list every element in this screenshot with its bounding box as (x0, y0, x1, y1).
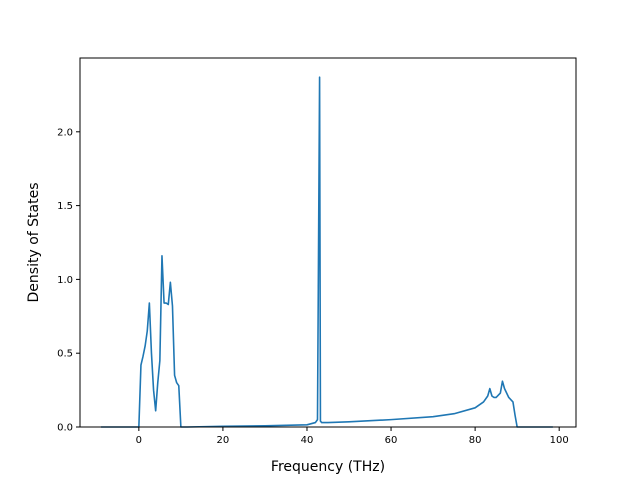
y-axis-label: Density of States (26, 183, 42, 303)
plot-area (101, 76, 553, 428)
x-tick-label: 40 (301, 435, 314, 446)
x-axis: 0 20 40 60 80 100 (136, 427, 569, 446)
x-tick-label: 100 (550, 435, 569, 446)
x-tick-label: 80 (469, 435, 482, 446)
dos-series-line (101, 76, 553, 428)
y-tick-label: 1.0 (57, 275, 73, 286)
y-tick-label: 1.5 (57, 201, 73, 212)
x-tick-label: 20 (217, 435, 230, 446)
axes-frame (79, 57, 577, 428)
y-axis: 0.0 0.5 1.0 1.5 2.0 (57, 127, 80, 434)
y-tick-label: 0.5 (57, 349, 73, 360)
x-axis-label: Frequency (THz) (271, 459, 385, 475)
y-tick-label: 0.0 (57, 423, 73, 434)
y-tick-label: 2.0 (57, 127, 73, 138)
x-tick-label: 60 (385, 435, 398, 446)
x-tick-label: 0 (136, 435, 142, 446)
